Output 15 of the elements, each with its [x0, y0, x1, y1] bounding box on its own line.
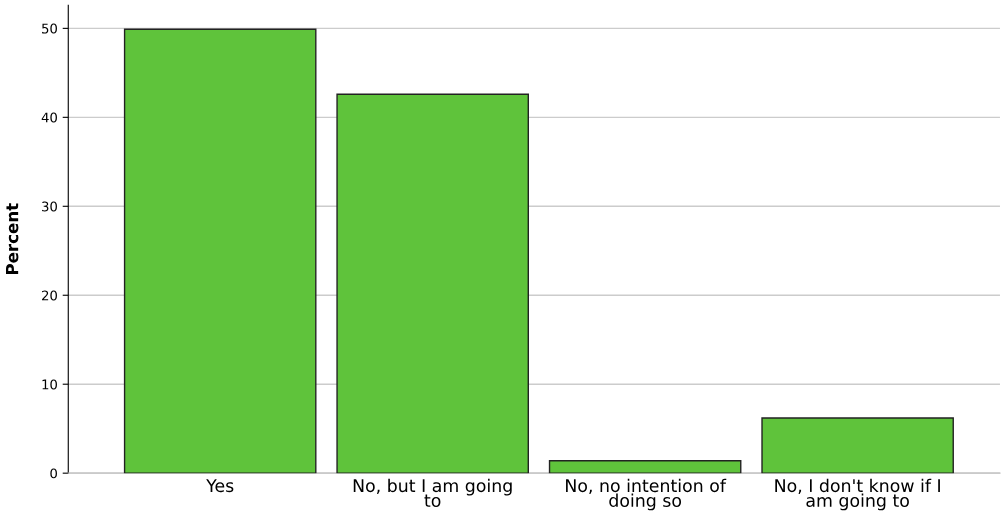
bar	[123, 28, 317, 474]
x-tick-label: Yes	[206, 479, 234, 493]
y-tick-label: 50	[42, 23, 57, 34]
y-tick-label: 20	[42, 290, 57, 301]
bar	[336, 93, 529, 474]
x-tick-label: No, I don't know if I am going to	[775, 478, 940, 511]
y-tick-label: 30	[42, 201, 57, 212]
x-tick-label: No, no intention of doing so	[566, 478, 727, 511]
y-axis-title: Percent	[6, 203, 19, 275]
y-tick-label: 40	[41, 112, 57, 123]
bar	[548, 460, 742, 474]
y-tick-label: 0	[50, 468, 57, 479]
y-tick-label: 10	[42, 379, 57, 390]
x-tick-label: No, but I am going to	[353, 478, 512, 507]
bar	[761, 417, 954, 474]
